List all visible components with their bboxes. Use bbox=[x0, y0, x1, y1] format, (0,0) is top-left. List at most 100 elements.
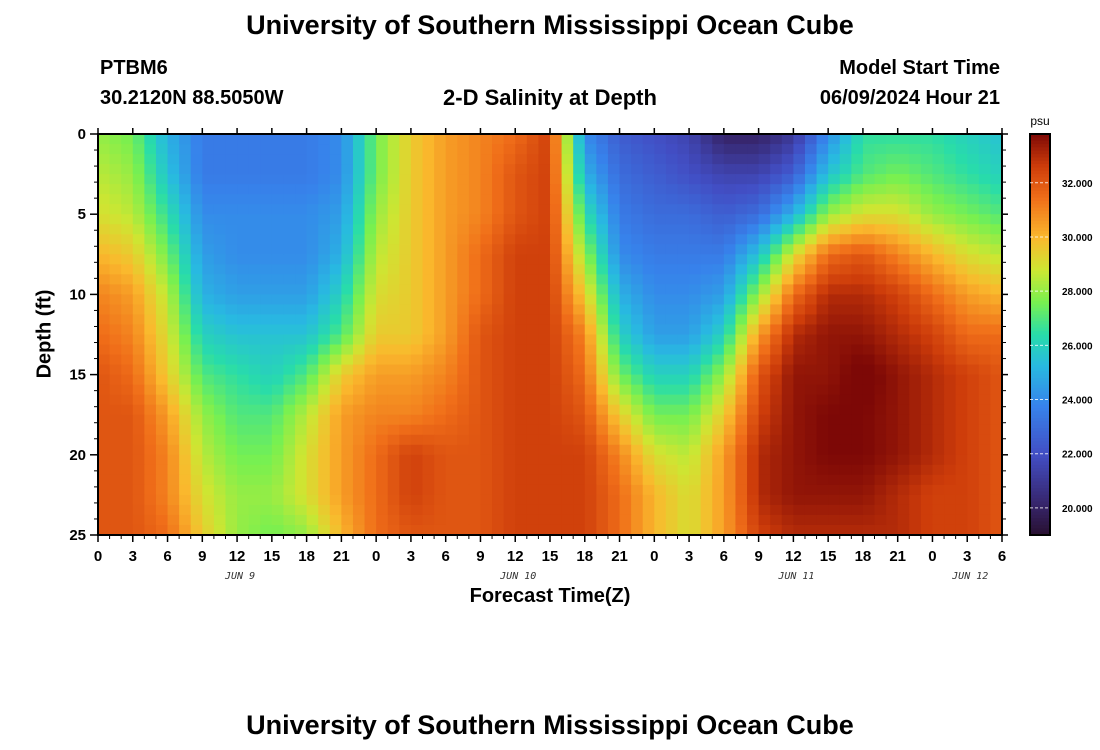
heatmap-cell bbox=[758, 164, 771, 175]
heatmap-cell bbox=[167, 244, 180, 255]
heatmap-cell bbox=[468, 484, 482, 496]
heatmap-cell bbox=[932, 344, 945, 356]
heatmap-cell bbox=[341, 424, 354, 436]
heatmap-cell bbox=[98, 444, 111, 456]
heatmap-cell bbox=[978, 324, 992, 336]
heatmap-cell bbox=[283, 494, 296, 506]
heatmap-cell bbox=[596, 134, 609, 145]
heatmap-cell bbox=[619, 314, 632, 326]
heatmap-cell bbox=[213, 464, 227, 476]
heatmap-cell bbox=[781, 524, 794, 536]
heatmap-cell bbox=[955, 274, 968, 285]
heatmap-cell bbox=[851, 354, 864, 366]
heatmap-cell bbox=[445, 524, 458, 536]
heatmap-cell bbox=[920, 424, 934, 436]
heatmap-cell bbox=[179, 434, 192, 446]
heatmap-cell bbox=[561, 464, 574, 476]
heatmap-cell bbox=[654, 344, 667, 356]
heatmap-cell bbox=[329, 274, 342, 285]
heatmap-cell bbox=[770, 394, 783, 406]
heatmap-cell bbox=[271, 414, 285, 426]
heatmap-cell bbox=[874, 464, 887, 476]
colorbar-segment bbox=[1030, 401, 1050, 406]
heatmap-cell bbox=[283, 344, 296, 356]
heatmap-cell bbox=[642, 414, 655, 426]
heatmap-cell bbox=[202, 474, 215, 486]
heatmap-cell bbox=[944, 524, 957, 536]
heatmap-cell bbox=[828, 394, 841, 406]
heatmap-cell bbox=[98, 394, 111, 406]
heatmap-cell bbox=[480, 154, 493, 165]
heatmap-cell bbox=[944, 264, 957, 275]
heatmap-cell bbox=[607, 424, 621, 436]
heatmap-cell bbox=[665, 474, 679, 486]
heatmap-cell bbox=[121, 394, 134, 406]
heatmap-cell bbox=[98, 354, 111, 366]
heatmap-cell bbox=[376, 144, 389, 155]
heatmap-cell bbox=[920, 454, 934, 466]
heatmap-cell bbox=[897, 334, 910, 346]
heatmap-cell bbox=[654, 484, 667, 496]
heatmap-cell bbox=[851, 274, 864, 285]
heatmap-cell bbox=[839, 224, 852, 235]
heatmap-cell bbox=[747, 174, 760, 185]
colorbar-segment bbox=[1030, 434, 1050, 439]
heatmap-cell bbox=[387, 364, 400, 376]
heatmap-cell bbox=[155, 234, 169, 245]
heatmap-cell bbox=[851, 364, 864, 376]
heatmap-cell bbox=[295, 184, 308, 195]
heatmap-cell bbox=[457, 144, 470, 155]
heatmap-cell bbox=[155, 324, 169, 336]
heatmap-cell bbox=[213, 334, 227, 346]
heatmap-cell bbox=[897, 134, 910, 145]
heatmap-cell bbox=[723, 294, 737, 306]
heatmap-cell bbox=[538, 254, 551, 265]
heatmap-cell bbox=[967, 244, 980, 255]
heatmap-cell bbox=[584, 454, 597, 466]
heatmap-cell bbox=[909, 294, 922, 306]
heatmap-cell bbox=[573, 424, 586, 436]
heatmap-cell bbox=[758, 494, 771, 506]
heatmap-cell bbox=[480, 464, 493, 476]
heatmap-cell bbox=[179, 214, 192, 225]
heatmap-cell bbox=[283, 514, 296, 526]
heatmap-cell bbox=[758, 414, 771, 426]
heatmap-cell bbox=[341, 184, 354, 195]
heatmap-cell bbox=[886, 424, 899, 436]
heatmap-cell bbox=[944, 494, 957, 506]
heatmap-cell bbox=[399, 254, 412, 265]
heatmap-cell bbox=[932, 444, 945, 456]
heatmap-cell bbox=[897, 454, 910, 466]
heatmap-cell bbox=[584, 394, 597, 406]
heatmap-cell bbox=[573, 414, 586, 426]
heatmap-cell bbox=[573, 304, 586, 316]
heatmap-cell bbox=[955, 444, 968, 456]
heatmap-cell bbox=[538, 284, 551, 296]
heatmap-cell bbox=[851, 384, 864, 396]
heatmap-cell bbox=[839, 524, 852, 536]
heatmap-cell bbox=[631, 274, 644, 285]
heatmap-cell bbox=[967, 514, 980, 526]
heatmap-cell bbox=[515, 504, 528, 516]
heatmap-cell bbox=[747, 394, 760, 406]
heatmap-cell bbox=[237, 464, 250, 476]
heatmap-cell bbox=[828, 184, 841, 195]
heatmap-cell bbox=[573, 144, 586, 155]
heatmap-cell bbox=[98, 164, 111, 175]
heatmap-cell bbox=[202, 274, 215, 285]
heatmap-cell bbox=[306, 454, 319, 466]
heatmap-cell bbox=[364, 284, 377, 296]
heatmap-cell bbox=[155, 244, 169, 255]
heatmap-cell bbox=[144, 464, 157, 476]
heatmap-cell bbox=[700, 264, 713, 275]
heatmap-cell bbox=[828, 304, 841, 316]
heatmap-cell bbox=[619, 274, 632, 285]
heatmap-cell bbox=[897, 374, 910, 386]
heatmap-cell bbox=[851, 404, 864, 416]
heatmap-cell bbox=[457, 304, 470, 316]
heatmap-cell bbox=[387, 234, 400, 245]
heatmap-cell bbox=[550, 474, 563, 486]
heatmap-cell bbox=[318, 294, 331, 306]
heatmap-cell bbox=[376, 444, 389, 456]
heatmap-cell bbox=[190, 144, 203, 155]
